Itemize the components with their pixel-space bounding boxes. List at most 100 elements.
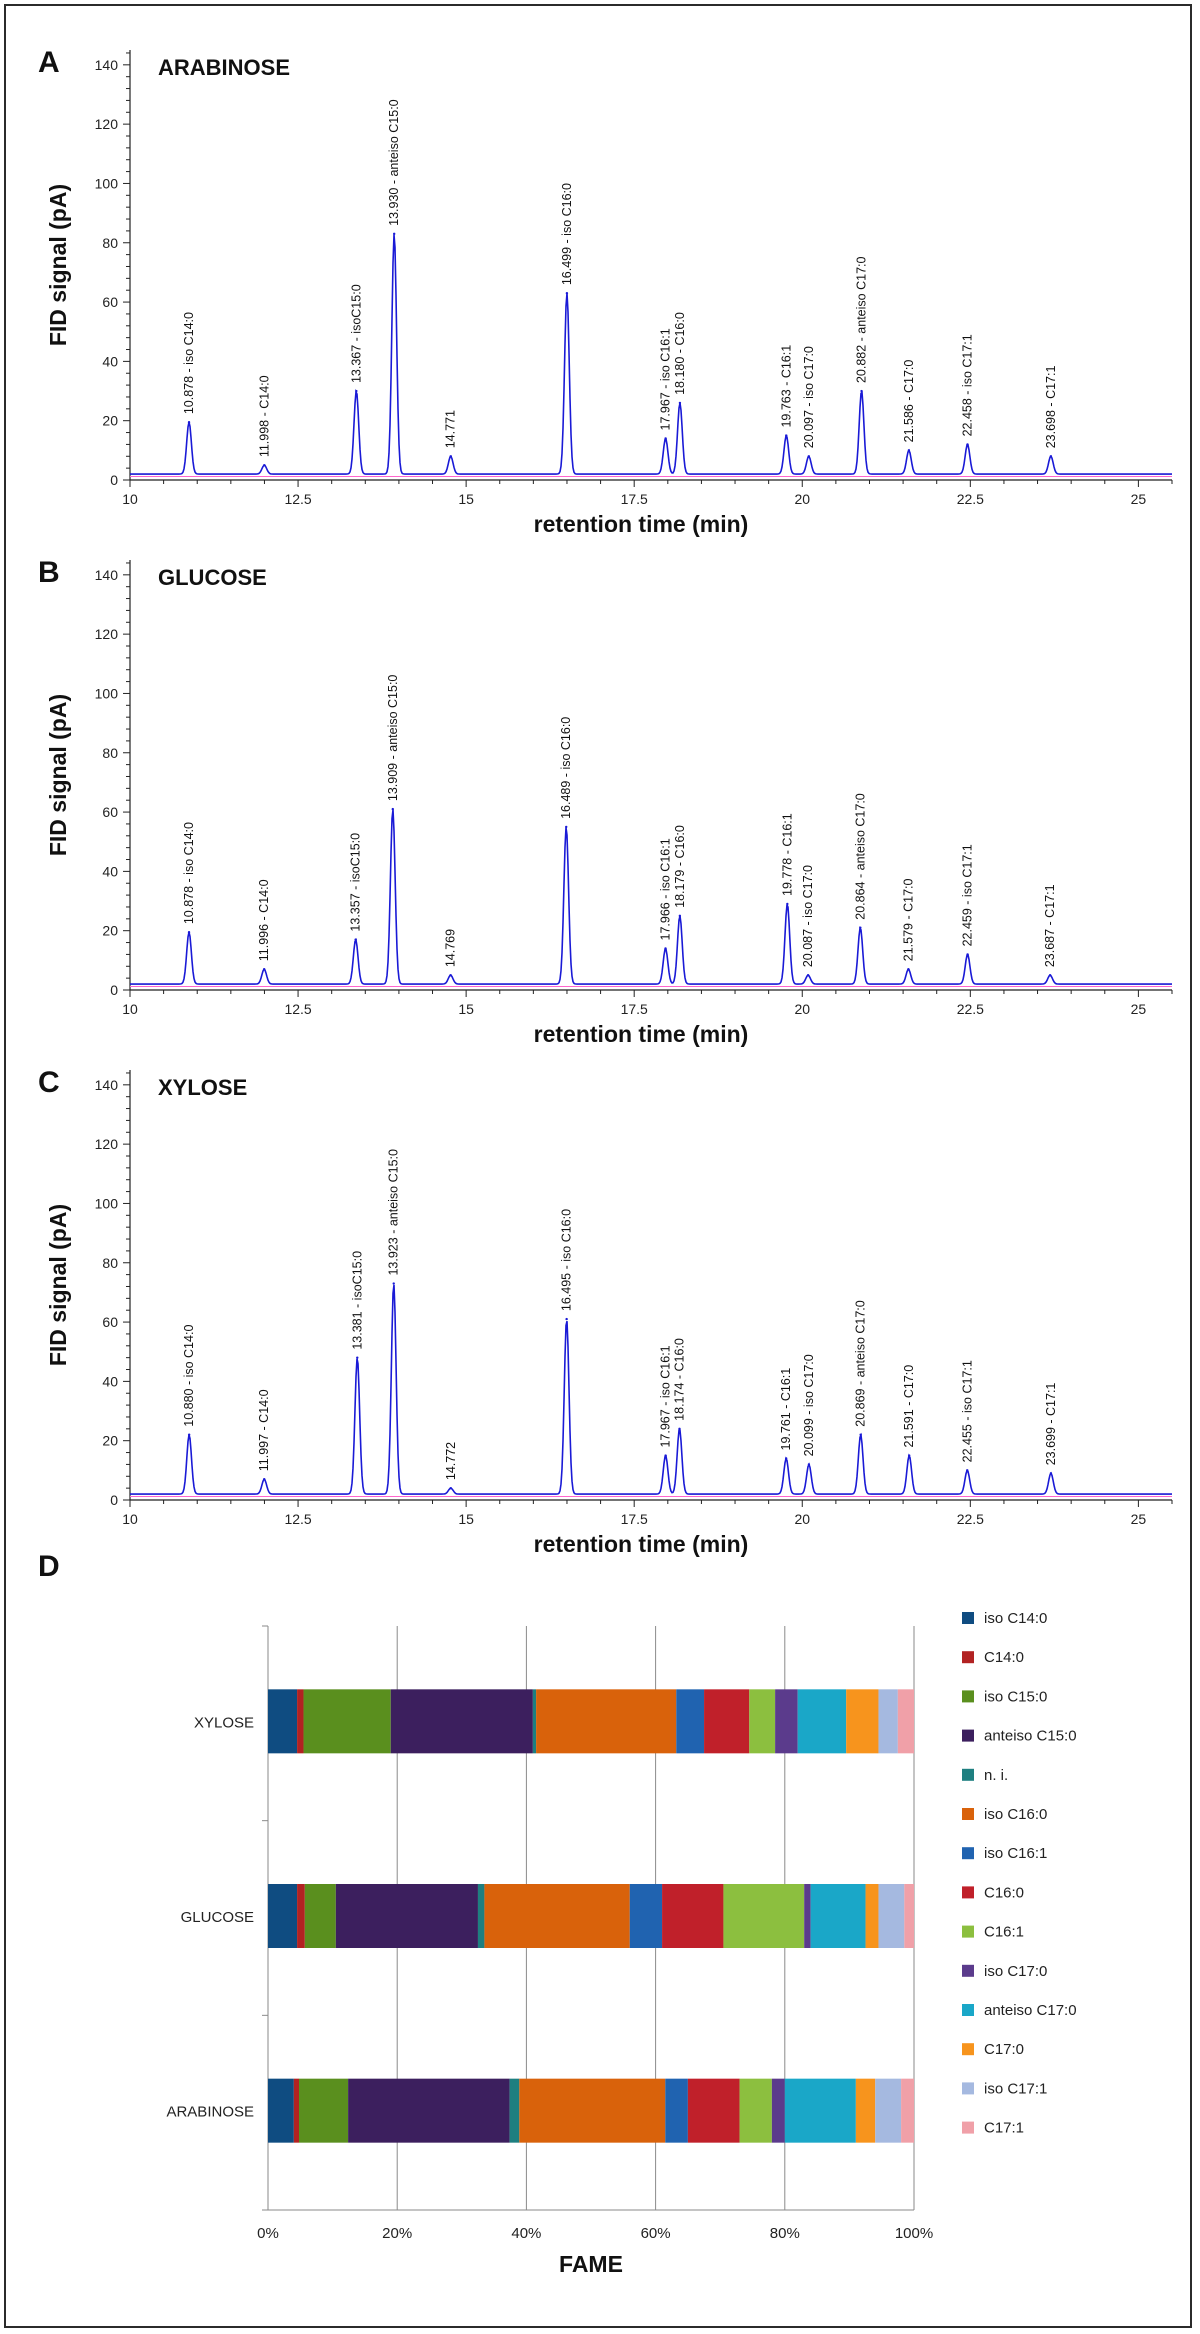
x-tick-label: 25 xyxy=(1131,1511,1147,1527)
x-tick-label: 80% xyxy=(770,2225,800,2242)
y-tick-label: 140 xyxy=(95,567,119,583)
bar-segment xyxy=(662,1884,724,1948)
bar-segment xyxy=(797,1689,847,1754)
y-tick-label: 100 xyxy=(95,1195,119,1211)
panel-title: GLUCOSE xyxy=(158,565,267,590)
peak-marker xyxy=(859,1433,862,1436)
peak-marker xyxy=(664,947,667,950)
peak-marker xyxy=(354,938,357,941)
x-tick-label: 15 xyxy=(458,1001,474,1017)
legend-swatch xyxy=(962,2004,974,2016)
x-tick-label: 20 xyxy=(794,1001,810,1017)
peak-marker xyxy=(565,825,568,829)
y-tick-label: 20 xyxy=(102,413,118,429)
y-tick-label: 120 xyxy=(95,116,119,132)
x-tick-label: 0% xyxy=(257,2225,279,2242)
x-tick-label: 12.5 xyxy=(284,491,311,507)
peak-label: 13.357 - isoC15:0 xyxy=(349,833,363,932)
x-tick-label: 22.5 xyxy=(957,1001,984,1017)
legend-label: C16:0 xyxy=(984,1884,1024,1901)
bar-segment xyxy=(293,2078,300,2143)
bar-segment xyxy=(268,2078,294,2143)
chromatogram-trace xyxy=(130,234,1172,475)
legend-label: C17:0 xyxy=(984,2041,1024,2058)
peak-label: 17.966 - iso C16:1 xyxy=(659,838,673,940)
x-tick-label: 12.5 xyxy=(284,1511,311,1527)
peak-label: 16.489 - iso C16:0 xyxy=(559,717,573,819)
x-tick-label: 40% xyxy=(511,2225,541,2242)
peak-label: 10.878 - iso C14:0 xyxy=(182,312,196,414)
x-tick-label: 20% xyxy=(382,2225,412,2242)
bar-segment xyxy=(629,1884,663,1948)
peak-label: 19.778 - C16:1 xyxy=(780,813,794,896)
panel-letter: B xyxy=(38,556,60,589)
bar-segment xyxy=(739,2078,772,2143)
peak-marker xyxy=(449,973,452,977)
legend-label: iso C14:0 xyxy=(984,1610,1047,1627)
legend-label: C16:1 xyxy=(984,1924,1024,1941)
peak-marker xyxy=(356,1356,359,1359)
peak-label: 17.967 - iso C16:1 xyxy=(659,328,673,430)
bar-segment xyxy=(865,1884,879,1948)
peak-marker xyxy=(860,389,863,393)
bar-segment xyxy=(348,2078,510,2143)
legend-label: n. i. xyxy=(984,1767,1008,1784)
bar-segment xyxy=(687,2078,740,2143)
peak-label: 21.579 - C17:0 xyxy=(901,878,915,961)
chromatogram-panel-a: A ARABINOSE 0 20 40 60 80 100 120 140 10 12.5 15 17.5… xyxy=(38,46,1173,537)
figure-frame xyxy=(4,4,1192,2328)
peak-marker xyxy=(187,420,191,424)
bar-segment xyxy=(484,1884,630,1948)
x-axis-label: FAME xyxy=(559,2251,623,2277)
bar-segment xyxy=(536,1689,677,1754)
legend-label: iso C16:1 xyxy=(984,1845,1047,1862)
bar-segment xyxy=(804,1884,811,1948)
y-tick-label: 20 xyxy=(102,1433,118,1449)
y-tick-label: 40 xyxy=(102,353,118,369)
x-tick-label: 22.5 xyxy=(957,1511,984,1527)
bar-segment xyxy=(268,1884,298,1948)
peak-marker xyxy=(678,1427,681,1431)
x-tick-label: 60% xyxy=(641,2225,671,2242)
peak-label: 20.099 - iso C17:0 xyxy=(802,1354,816,1456)
bar-segment xyxy=(810,1884,866,1948)
peak-label: 22.455 - iso C17:1 xyxy=(960,1360,974,1462)
peak-label: 20.097 - iso C17:0 xyxy=(802,346,816,448)
x-tick-label: 100% xyxy=(895,2225,933,2242)
legend-swatch xyxy=(962,1808,974,1820)
peak-marker xyxy=(391,807,394,811)
bar-segment xyxy=(297,1689,304,1754)
peak-marker xyxy=(263,1478,266,1481)
peak-label: 22.459 - iso C17:1 xyxy=(961,844,975,946)
peak-label: 21.586 - C17:0 xyxy=(902,360,916,443)
peak-label: 19.763 - C16:1 xyxy=(779,345,793,428)
x-tick-label: 10 xyxy=(122,1001,138,1017)
peak-marker xyxy=(263,463,266,467)
category-label: ARABINOSE xyxy=(166,2104,254,2121)
y-tick-label: 40 xyxy=(102,863,118,879)
chromatogram-trace xyxy=(130,1284,1172,1495)
bar-segment xyxy=(519,2078,666,2143)
y-tick-label: 60 xyxy=(102,1314,118,1330)
x-tick-label: 25 xyxy=(1131,491,1147,507)
peak-marker xyxy=(664,437,667,440)
panel-letter: A xyxy=(38,46,60,79)
peak-marker xyxy=(908,1454,911,1457)
legend-label: iso C15:0 xyxy=(984,1688,1047,1705)
peak-label: 10.880 - iso C14:0 xyxy=(182,1325,196,1427)
y-axis-label: FID signal (pA) xyxy=(45,694,71,856)
x-tick-label: 10 xyxy=(122,491,138,507)
chromatogram-panel-b: B GLUCOSE 0 20 40 60 80 100 120 140 10 12.5 15 17.5 20… xyxy=(38,556,1173,1047)
bar-segment xyxy=(704,1689,750,1754)
peak-marker xyxy=(392,232,396,236)
legend-label: iso C17:1 xyxy=(984,2080,1047,2097)
peak-label: 13.909 - anteiso C15:0 xyxy=(386,675,400,802)
peak-label: 20.087 - iso C17:0 xyxy=(801,865,815,967)
peak-marker xyxy=(907,968,910,971)
legend-swatch xyxy=(962,1690,974,1703)
peak-label: 18.180 - C16:0 xyxy=(673,312,687,395)
bar-segment xyxy=(749,1689,776,1754)
y-tick-label: 0 xyxy=(110,472,118,488)
bar-segment xyxy=(299,2078,349,2143)
peak-label: 13.930 - anteiso C15:0 xyxy=(387,99,401,226)
